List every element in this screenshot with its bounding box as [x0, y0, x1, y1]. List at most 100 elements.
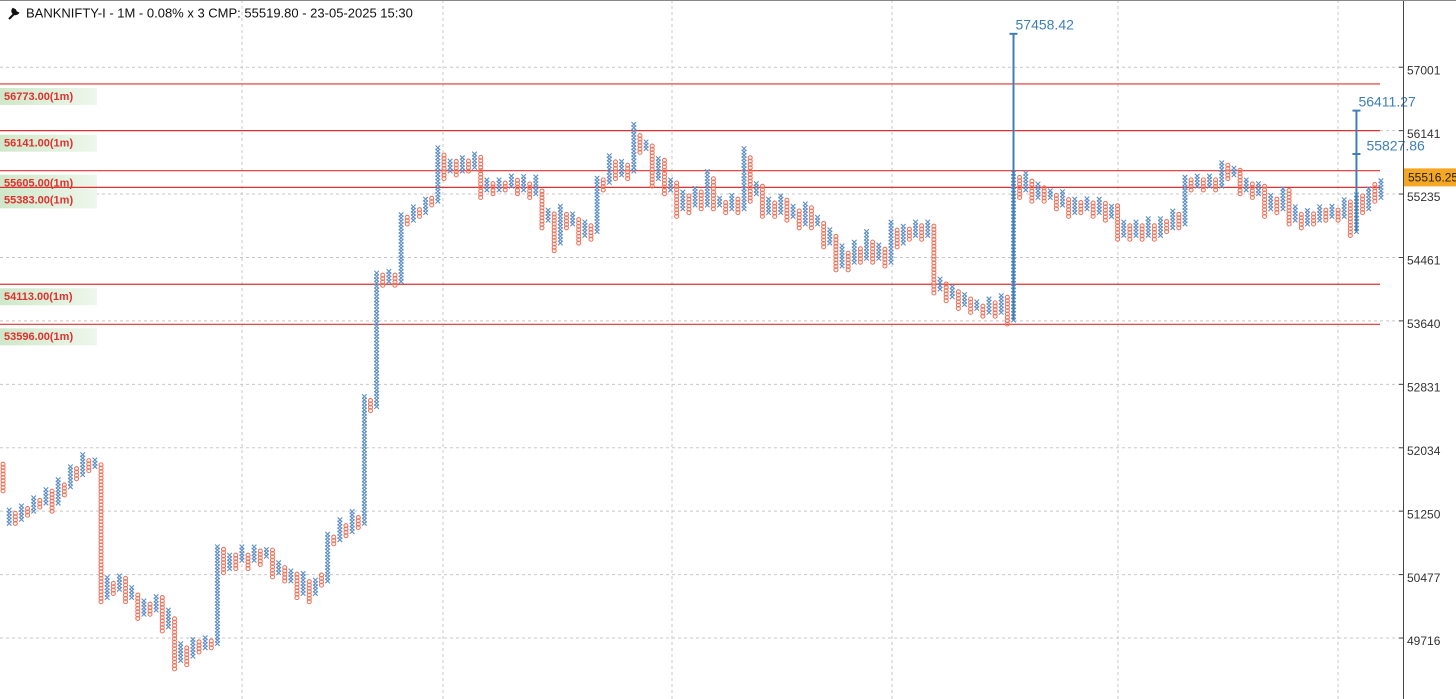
o-symbol: [269, 564, 276, 570]
o-symbol: [980, 313, 986, 319]
x-column: [496, 177, 502, 193]
o-symbol: [906, 229, 912, 236]
o-symbol: [710, 206, 716, 212]
o-symbol: [1102, 217, 1108, 223]
o-symbol: [0, 478, 6, 484]
x-column: [1304, 207, 1311, 227]
x-symbol: [900, 223, 906, 230]
x-column: [79, 451, 86, 478]
x-column: [1341, 196, 1347, 220]
o-symbol: [98, 542, 104, 548]
o-symbol: [184, 648, 190, 654]
x-column: [827, 226, 833, 246]
o-symbol: [710, 189, 716, 195]
x-symbol: [508, 173, 515, 179]
x-symbol: [1108, 203, 1115, 210]
x-column: [557, 203, 564, 246]
o-symbol: [1102, 200, 1108, 207]
x-column: [337, 517, 343, 543]
o-symbol: [1090, 210, 1096, 216]
o-symbol: [208, 638, 214, 644]
o-column: [37, 497, 43, 510]
x-column: [1023, 170, 1029, 193]
o-column: [870, 239, 876, 265]
x-column: [1145, 216, 1151, 239]
o-symbol: [759, 213, 765, 219]
o-symbol: [514, 177, 521, 183]
o-symbol: [649, 153, 655, 159]
o-symbol: [245, 552, 251, 558]
o-symbol: [0, 481, 6, 487]
o-symbol: [1115, 226, 1121, 232]
cmp-tag-label: 55516.25: [1408, 171, 1456, 185]
x-column: [288, 568, 294, 584]
o-column: [1372, 181, 1378, 204]
o-symbol: [1176, 225, 1182, 231]
o-symbol: [919, 233, 925, 239]
o-symbol: [1262, 197, 1268, 203]
o-symbol: [747, 188, 753, 194]
x-column: [998, 292, 1004, 316]
o-symbol: [674, 180, 680, 186]
o-symbol: [269, 557, 276, 563]
x-column: [1206, 173, 1213, 189]
o-symbol: [551, 211, 557, 217]
o-symbol: [184, 652, 190, 658]
o-symbol: [453, 172, 459, 178]
y-tick-label: 55235: [1407, 190, 1441, 204]
o-symbol: [355, 518, 361, 524]
o-symbol: [380, 279, 386, 285]
o-symbol: [588, 236, 594, 242]
o-symbol: [796, 221, 802, 227]
o-symbol: [943, 298, 949, 304]
x-symbol: [55, 476, 61, 483]
o-symbol: [1041, 195, 1047, 201]
o-symbol: [282, 575, 288, 581]
o-symbol: [723, 210, 729, 216]
o-symbol: [759, 193, 765, 199]
x-column: [239, 544, 245, 564]
o-symbol: [220, 570, 227, 576]
o-symbol: [441, 152, 447, 158]
x-symbol: [496, 177, 502, 183]
o-symbol: [625, 166, 631, 172]
x-symbol: [1072, 196, 1078, 202]
o-symbol: [649, 173, 655, 179]
o-symbol: [294, 591, 300, 597]
o-symbol: [686, 210, 692, 216]
o-symbol: [1225, 176, 1231, 182]
level-label: 56141.00(1m): [4, 138, 73, 150]
o-column: [453, 158, 459, 178]
o-symbol: [625, 176, 631, 182]
o-symbol: [233, 559, 239, 565]
o-symbol: [269, 570, 276, 577]
o-symbol: [649, 176, 655, 182]
spike-high-label: 57458.42: [1016, 17, 1075, 33]
x-symbol: [422, 196, 429, 202]
x-column: [900, 223, 906, 246]
y-tick-label: 57001: [1407, 63, 1441, 77]
x-symbol: [557, 203, 564, 209]
o-column: [441, 152, 447, 182]
spike-high-label: 56411.27: [1358, 93, 1416, 109]
o-symbol: [1286, 204, 1292, 210]
x-symbol: [1219, 160, 1225, 166]
o-symbol: [1102, 207, 1108, 213]
o-symbol: [1274, 203, 1280, 209]
o-symbol: [12, 517, 18, 523]
o-symbol: [98, 519, 104, 525]
x-symbol: [1194, 173, 1200, 179]
x-column: [888, 219, 894, 265]
y-tick-label: 51250: [1407, 507, 1441, 521]
o-symbol: [1237, 187, 1243, 193]
o-symbol: [282, 565, 288, 571]
o-symbol: [0, 471, 6, 477]
o-symbol: [1249, 181, 1255, 187]
o-column: [245, 552, 251, 572]
o-symbol: [318, 575, 325, 581]
o-column: [1078, 200, 1084, 216]
x-symbol: [435, 145, 441, 151]
o-symbol: [1029, 185, 1035, 191]
o-symbol: [392, 279, 398, 285]
o-column: [86, 458, 92, 474]
